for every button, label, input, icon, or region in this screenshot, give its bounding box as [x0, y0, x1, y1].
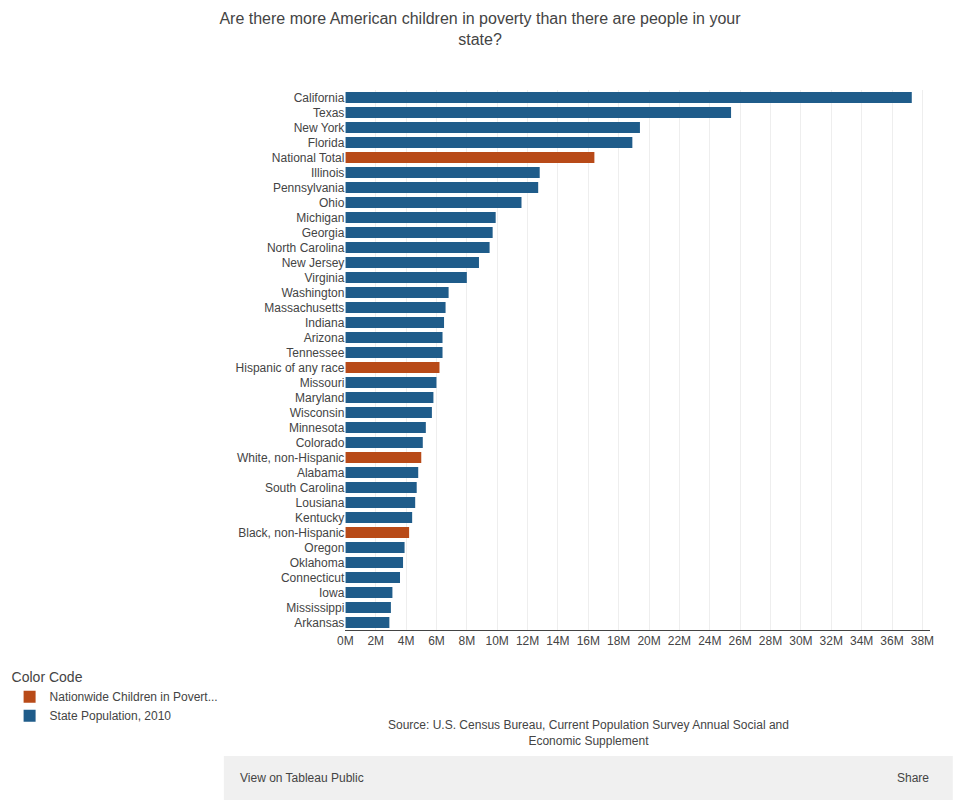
svg-text:34M: 34M: [850, 634, 873, 648]
svg-text:California: California: [294, 91, 345, 105]
svg-text:Arizona: Arizona: [304, 331, 345, 345]
svg-text:2M: 2M: [367, 634, 384, 648]
svg-text:38M: 38M: [911, 634, 934, 648]
svg-text:Oklahoma: Oklahoma: [290, 556, 345, 570]
svg-text:National Total: National Total: [272, 151, 345, 165]
svg-text:8M: 8M: [458, 634, 475, 648]
svg-text:26M: 26M: [729, 634, 752, 648]
svg-text:White, non-Hispanic: White, non-Hispanic: [237, 451, 344, 465]
svg-text:Massachusetts: Massachusetts: [264, 301, 344, 315]
svg-text:Missouri: Missouri: [300, 376, 345, 390]
svg-text:16M: 16M: [577, 634, 600, 648]
svg-text:Pennsylvania: Pennsylvania: [273, 181, 345, 195]
svg-text:Hispanic of any race: Hispanic of any race: [236, 361, 345, 375]
svg-text:North Carolina: North Carolina: [267, 241, 345, 255]
svg-text:Iowa: Iowa: [319, 586, 345, 600]
svg-text:Wisconsin: Wisconsin: [290, 406, 345, 420]
svg-text:10M: 10M: [486, 634, 509, 648]
svg-text:Arkansas: Arkansas: [294, 616, 344, 630]
svg-text:South Carolina: South Carolina: [265, 481, 345, 495]
svg-text:Minnesota: Minnesota: [289, 421, 345, 435]
svg-text:New Jersey: New Jersey: [282, 256, 345, 270]
svg-text:18M: 18M: [607, 634, 630, 648]
svg-text:30M: 30M: [789, 634, 812, 648]
svg-text:View on Tableau Public: View on Tableau Public: [240, 771, 364, 785]
svg-text:20M: 20M: [637, 634, 660, 648]
svg-text:Are there more American childr: Are there more American children in pove…: [219, 10, 741, 48]
svg-text:Ohio: Ohio: [319, 196, 345, 210]
svg-text:36M: 36M: [880, 634, 903, 648]
svg-text:Illinois: Illinois: [311, 166, 344, 180]
svg-text:24M: 24M: [698, 634, 721, 648]
svg-text:Mississippi: Mississippi: [286, 601, 344, 615]
svg-text:Colorado: Colorado: [296, 436, 345, 450]
svg-text:Texas: Texas: [313, 106, 344, 120]
svg-text:22M: 22M: [668, 634, 691, 648]
svg-text:Virginia: Virginia: [305, 271, 345, 285]
svg-text:0M: 0M: [337, 634, 354, 648]
svg-text:Florida: Florida: [308, 136, 345, 150]
svg-text:Indiana: Indiana: [305, 316, 345, 330]
svg-text:Georgia: Georgia: [302, 226, 345, 240]
svg-text:6M: 6M: [428, 634, 445, 648]
svg-text:28M: 28M: [759, 634, 782, 648]
svg-text:Color Code: Color Code: [12, 669, 83, 685]
svg-text:Source: U.S. Census Bureau, Cu: Source: U.S. Census Bureau, Current Popu…: [388, 718, 789, 748]
svg-text:Michigan: Michigan: [296, 211, 344, 225]
svg-text:Nationwide Children in Povert.: Nationwide Children in Povert...: [50, 690, 218, 704]
svg-text:State Population, 2010: State Population, 2010: [50, 709, 172, 723]
svg-text:Connecticut: Connecticut: [281, 571, 345, 585]
svg-text:4M: 4M: [398, 634, 415, 648]
svg-text:New York: New York: [294, 121, 346, 135]
svg-text:Alabama: Alabama: [297, 466, 345, 480]
svg-text:Oregon: Oregon: [304, 541, 344, 555]
svg-text:Maryland: Maryland: [295, 391, 344, 405]
svg-text:12M: 12M: [516, 634, 539, 648]
svg-text:Tennessee: Tennessee: [286, 346, 344, 360]
svg-text:Black, non-Hispanic: Black, non-Hispanic: [238, 526, 344, 540]
svg-text:14M: 14M: [546, 634, 569, 648]
svg-text:32M: 32M: [820, 634, 843, 648]
svg-text:Washington: Washington: [281, 286, 344, 300]
svg-text:Lousiana: Lousiana: [296, 496, 345, 510]
svg-text:Share: Share: [897, 771, 929, 785]
svg-text:Kentucky: Kentucky: [295, 511, 344, 525]
